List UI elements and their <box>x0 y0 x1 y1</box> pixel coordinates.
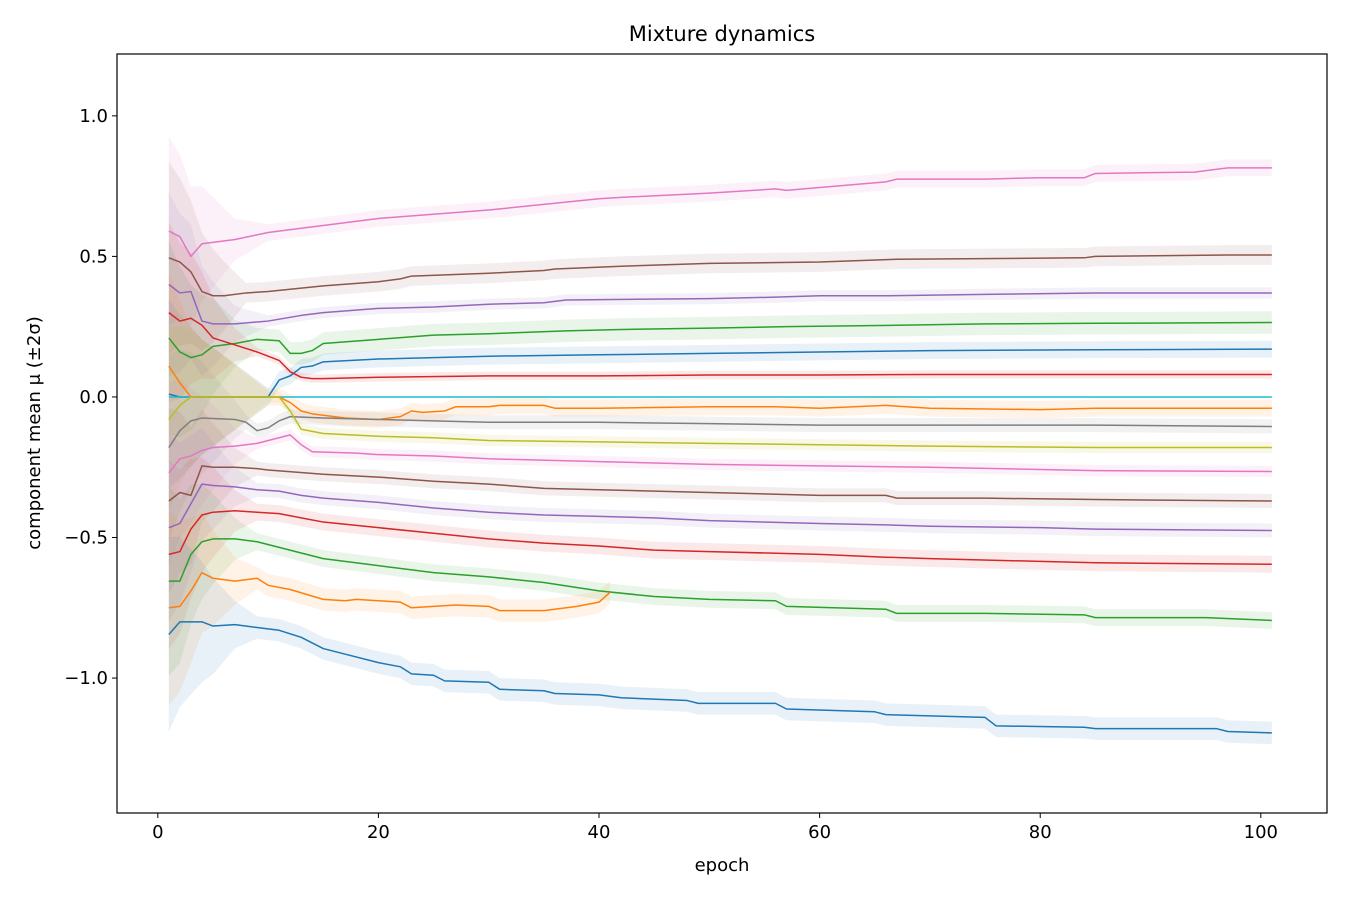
y-tick-label: 0.0 <box>79 387 108 408</box>
x-tick-label: 80 <box>1029 822 1052 843</box>
x-tick-label: 60 <box>808 822 831 843</box>
series-line-1 <box>168 167 1272 258</box>
plot-frame <box>116 53 1328 814</box>
y-tick-label: −1.0 <box>64 668 108 689</box>
series-band-11 <box>168 379 1272 565</box>
series-line-9 <box>168 415 1272 448</box>
series-line-16 <box>168 571 611 612</box>
x-tick-label: 100 <box>1244 822 1278 843</box>
error-bands <box>168 136 1272 745</box>
y-axis-ticks: −1.0 −0.5 0.0 0.5 1.0 <box>64 106 117 689</box>
series-band-5 <box>168 299 1272 489</box>
y-axis-label: component mean μ (±2σ) <box>24 316 45 549</box>
series-line-14 <box>168 510 1272 565</box>
x-tick-label: 20 <box>367 822 390 843</box>
y-tick-label: −0.5 <box>64 528 108 549</box>
series-line-10 <box>168 396 1272 449</box>
series-line-2 <box>168 254 1272 297</box>
series-band-1 <box>168 136 1272 327</box>
series-lines <box>168 167 1272 734</box>
x-axis-label: epoch <box>695 855 750 876</box>
series-line-4 <box>168 321 1272 359</box>
y-tick-label: 0.5 <box>79 246 108 267</box>
y-tick-label: 1.0 <box>79 106 108 127</box>
series-band-16 <box>168 510 611 706</box>
x-axis-ticks: 0 20 40 60 80 100 <box>152 813 1278 843</box>
series-line-6 <box>168 312 1272 380</box>
series-line-11 <box>168 434 1272 474</box>
x-tick-label: 40 <box>588 822 611 843</box>
series-line-17 <box>168 621 1272 734</box>
series-band-8 <box>168 271 1272 467</box>
series-line-15 <box>168 538 1272 622</box>
series-line-3 <box>168 283 1272 325</box>
x-tick-label: 0 <box>152 822 163 843</box>
series-band-2 <box>168 161 1272 354</box>
series-line-12 <box>168 465 1272 502</box>
series-band-12 <box>168 407 1272 595</box>
series-band-14 <box>168 457 1272 649</box>
series-band-13 <box>168 427 1272 621</box>
chart-title: Mixture dynamics <box>629 22 815 46</box>
series-band-4 <box>168 240 1272 438</box>
series-line-13 <box>168 483 1272 532</box>
